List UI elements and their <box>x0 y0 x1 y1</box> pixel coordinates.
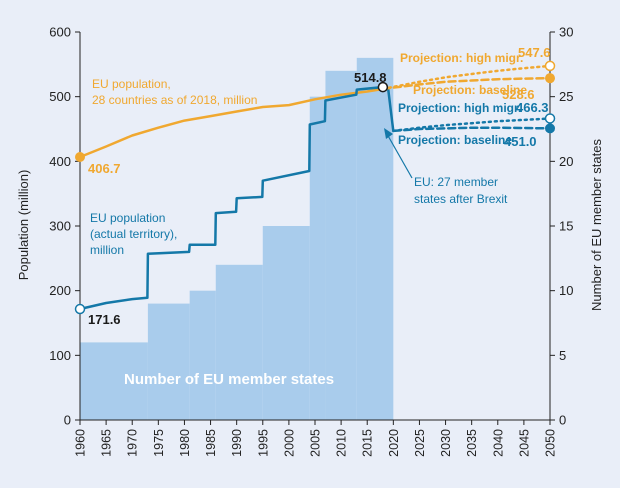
y-tick-label-300: 300 <box>49 219 71 234</box>
member-states-bar-1 <box>147 303 190 420</box>
brexit-arrow-line <box>386 133 413 179</box>
x-tick-label-1975: 1975 <box>152 429 166 457</box>
x-tick-label-1980: 1980 <box>178 429 192 457</box>
eu27-label-line1: EU population <box>90 211 165 225</box>
x-tick-label-1970: 1970 <box>126 429 140 457</box>
eu27-start-marker <box>74 303 86 315</box>
y2-tick-label-0: 0 <box>559 413 566 428</box>
x-tick-label-1990: 1990 <box>230 429 244 457</box>
eu27-projection-high-migr-line <box>392 117 552 133</box>
value-451-0: 451.0 <box>504 134 537 149</box>
x-tick-label-2015: 2015 <box>361 429 375 457</box>
x-tick-label-2050: 2050 <box>544 429 558 457</box>
eu27-high-migr-end-marker <box>544 113 556 124</box>
member-states-bar-3 <box>215 264 263 420</box>
value-171-6: 171.6 <box>88 312 121 327</box>
y2-tick-label-5: 5 <box>559 348 566 363</box>
y2-axis-title: Number of EU member states <box>589 139 604 311</box>
member-states-bars <box>80 57 394 421</box>
x-tick-label-2045: 2045 <box>517 429 531 457</box>
y-tick-label-200: 200 <box>49 283 71 298</box>
y2-tick-label-20: 20 <box>559 154 573 169</box>
proj-high-27-label: Projection: high migr. <box>398 101 521 115</box>
eu27-baseline-end-marker <box>545 123 555 134</box>
x-tick-label-2000: 2000 <box>282 429 296 457</box>
eu27-population-line <box>79 85 395 311</box>
x-tick-label-2020: 2020 <box>387 429 401 457</box>
proj-high-28-label: Projection: high migr. <box>400 51 523 65</box>
eu28-population-line <box>78 87 385 159</box>
value-466-3: 466.3 <box>516 100 549 115</box>
member-states-bar-2 <box>189 290 216 420</box>
x-tick-label-2025: 2025 <box>413 429 427 457</box>
brexit-label-line2: states after Brexit <box>414 192 508 206</box>
y-tick-label-600: 600 <box>49 25 71 40</box>
y2-tick-label-25: 25 <box>559 89 573 104</box>
x-tick-label-2010: 2010 <box>335 429 349 457</box>
member-states-bar-0 <box>80 342 148 420</box>
y-tick-label-100: 100 <box>49 348 71 363</box>
y2-tick-label-10: 10 <box>559 283 573 298</box>
markers <box>74 60 556 315</box>
eu28-label-line2: 28 countries as of 2018, million <box>92 93 257 107</box>
brexit-arrow-head <box>384 128 393 139</box>
eu27-label-line2: (actual territory), <box>90 227 177 241</box>
eu27-peak-marker <box>377 81 389 93</box>
eu27-label-line3: million <box>90 243 124 257</box>
member-states-bar-7 <box>356 57 394 420</box>
eu28-baseline-end-marker <box>545 73 555 84</box>
x-tick-label-2005: 2005 <box>309 429 323 457</box>
brexit-label-line1: EU: 27 member <box>414 175 498 189</box>
y-tick-label-0: 0 <box>64 413 71 428</box>
value-528-6: 528.6 <box>502 87 535 102</box>
member-states-bar-6 <box>325 70 357 421</box>
x-tick-label-2040: 2040 <box>491 429 505 457</box>
y-axis-title: Population (million) <box>16 170 31 281</box>
value-547-6: 547.6 <box>518 45 551 60</box>
x-tick-label-2035: 2035 <box>465 429 479 457</box>
eu28-label-line1: EU population, <box>92 77 171 91</box>
x-tick-label-1960: 1960 <box>74 429 88 457</box>
value-514-8: 514.8 <box>354 70 387 85</box>
y-tick-label-500: 500 <box>49 89 71 104</box>
member-states-bar-5 <box>309 96 326 421</box>
proj-base-27-label: Projection: baseline <box>398 133 512 147</box>
y2-tick-label-15: 15 <box>559 219 573 234</box>
eu28-high-migr-end-marker <box>544 60 556 72</box>
eu28-projection-baseline-line <box>381 76 552 91</box>
eu27-projection-baseline-line <box>392 126 552 133</box>
eu28-start-marker <box>75 152 85 163</box>
bars-label: Number of EU member states <box>124 371 334 388</box>
x-tick-label-1985: 1985 <box>204 429 218 457</box>
population-lines <box>78 64 552 311</box>
x-tick-label-1995: 1995 <box>256 429 270 457</box>
x-tick-label-2030: 2030 <box>439 429 453 457</box>
value-406-7: 406.7 <box>88 161 121 176</box>
y2-tick-label-30: 30 <box>559 25 573 40</box>
member-states-bar-4 <box>262 226 310 420</box>
y-tick-label-400: 400 <box>49 154 71 169</box>
eu28-projection-high-migr-line <box>381 64 552 91</box>
x-tick-label-1965: 1965 <box>100 429 114 457</box>
proj-base-28-label: Projection: baseline <box>413 83 527 97</box>
